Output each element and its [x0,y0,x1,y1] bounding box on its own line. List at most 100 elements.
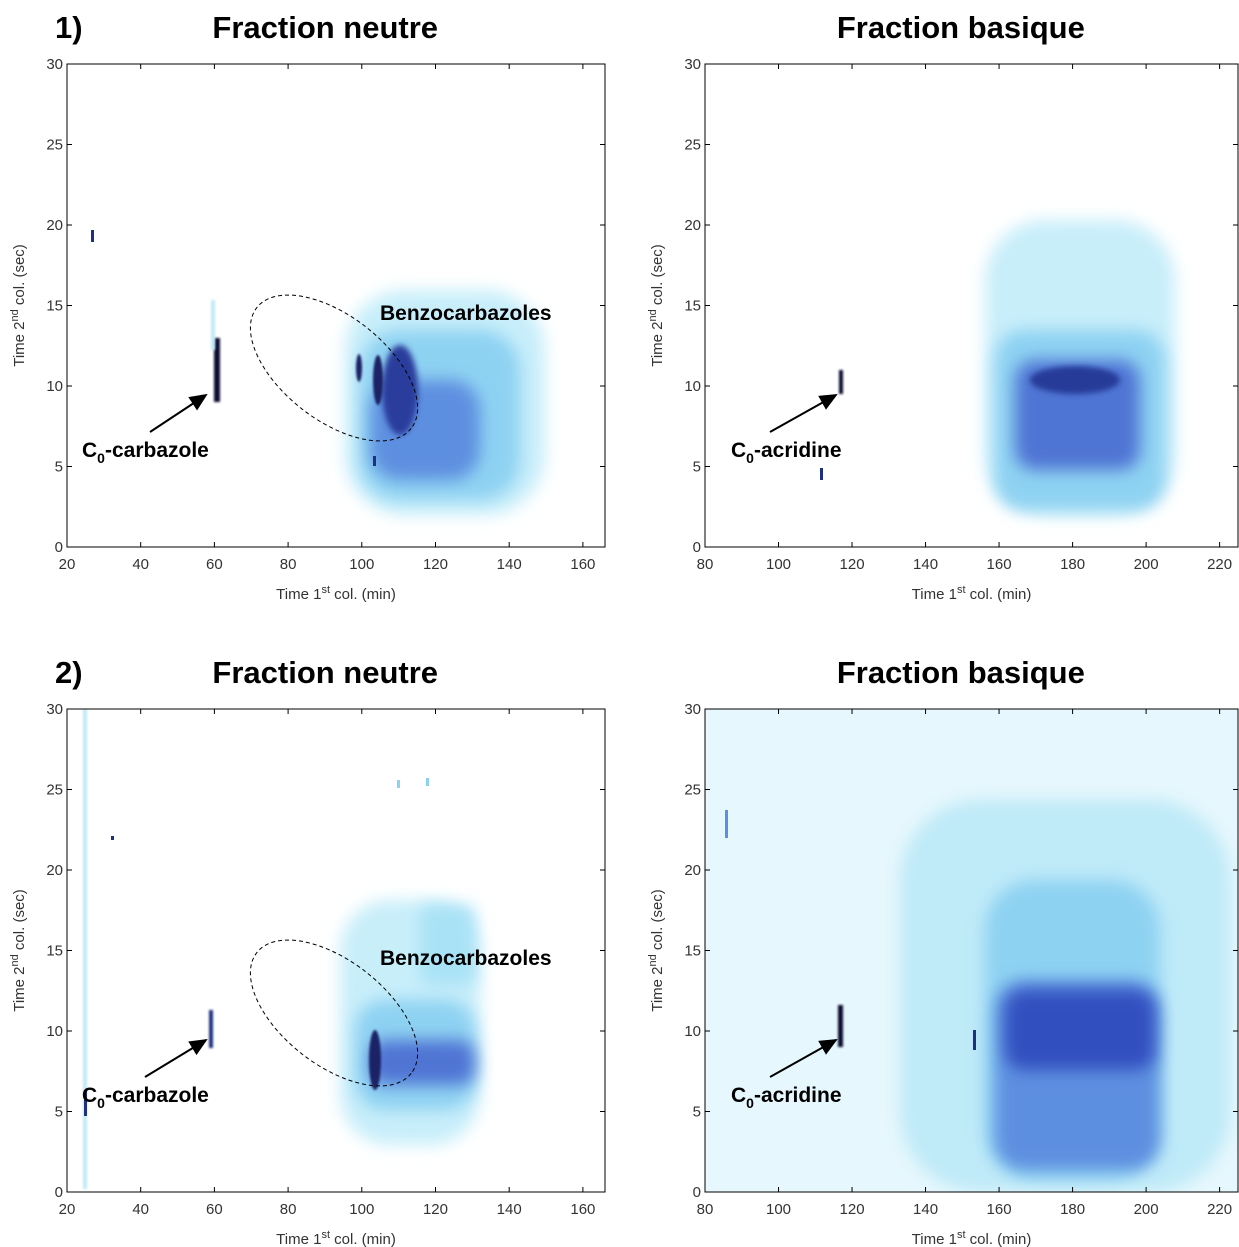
label-text: Time 1 [912,586,957,603]
label-text: Time 1 [912,1231,957,1247]
annotation-text: -carbazole [105,439,209,462]
y-tick-label: 20 [46,217,63,234]
highlight-ellipse [249,939,419,1087]
x-tick-label: 160 [987,556,1012,573]
label-superscript: nd [9,954,21,966]
label-text: col. (sec) [11,244,28,309]
y-tick-label: 20 [684,862,701,879]
y-tick-label: 0 [55,1184,63,1201]
y-tick-label: 5 [55,459,63,476]
x-tick-label: 180 [1060,1201,1085,1218]
label-text: col. (min) [966,1231,1032,1247]
annotation: C0-acridine [731,439,842,466]
y-axis-label: Time 2nd col. (sec) [647,244,666,367]
annotation-subscript: 0 [97,450,105,466]
label-superscript: st [957,1229,966,1241]
y-tick-label: 20 [684,217,701,234]
annotation-text: -carbazole [105,1084,209,1107]
label-text: col. (sec) [11,889,28,954]
x-axis-label: Time 1st col. (min) [276,1229,396,1247]
label-text: col. (min) [966,586,1032,603]
annotation-subscript: 0 [746,1095,754,1111]
x-axis-label: Time 1st col. (min) [912,584,1032,603]
y-tick-label: 30 [684,701,701,718]
label-text: Time 2 [649,966,666,1011]
label-text: Time 1 [276,586,321,603]
x-tick-label: 160 [987,1201,1012,1218]
y-tick-label: 25 [684,137,701,154]
annotation-text: C [82,1084,97,1107]
y-tick-label: 10 [46,1023,63,1040]
x-tick-label: 40 [132,556,149,573]
annotation: C0-carbazole [82,439,209,466]
y-axis-label: Time 2nd col. (sec) [9,889,28,1012]
x-tick-label: 220 [1207,1201,1232,1218]
x-tick-label: 140 [497,556,522,573]
annotation: C0-acridine [731,1084,842,1111]
x-tick-label: 60 [206,556,223,573]
y-tick-label: 30 [46,56,63,73]
x-tick-label: 140 [497,1201,522,1218]
x-tick-label: 160 [570,556,595,573]
label-text: Time 1 [276,1231,321,1247]
arrow [149,393,208,433]
annotation-text: -acridine [754,1084,842,1107]
x-tick-label: 120 [423,1201,448,1218]
x-tick-label: 160 [570,1201,595,1218]
x-tick-label: 100 [349,556,374,573]
y-axis-label: Time 2nd col. (sec) [9,244,28,367]
y-tick-label: 15 [684,943,701,960]
intensity-map [820,220,1175,515]
y-axis-label: Time 2nd col. (sec) [647,889,666,1012]
y-tick-label: 15 [46,298,63,315]
y-tick-label: 15 [684,298,701,315]
label-text: Time 2 [11,321,28,366]
panel-label: 2) [55,655,83,690]
label-text: Time 2 [649,321,666,366]
arrow [769,1039,838,1078]
y-tick-label: 5 [693,459,701,476]
x-tick-label: 120 [423,556,448,573]
y-tick-label: 20 [46,862,63,879]
panel-label: 1) [55,10,83,45]
annotation: Benzocarbazoles [380,947,552,970]
x-tick-label: 80 [280,556,297,573]
x-tick-label: 200 [1134,1201,1159,1218]
arrow [769,394,838,433]
label-superscript: st [321,584,330,596]
chart-title: Fraction neutre [212,655,438,690]
y-tick-label: 30 [46,701,63,718]
label-text: col. (min) [330,1231,396,1247]
label-text: col. (min) [330,586,396,603]
x-tick-label: 60 [206,1201,223,1218]
y-tick-label: 5 [55,1104,63,1121]
x-tick-label: 120 [840,556,865,573]
label-text: Time 2 [11,966,28,1011]
chart-title: Fraction neutre [212,10,438,45]
intensity-map [91,230,545,515]
annotation-text: Benzocarbazoles [380,302,552,325]
x-axis-label: Time 1st col. (min) [276,584,396,603]
x-tick-label: 120 [840,1201,865,1218]
annotation-subscript: 0 [746,450,754,466]
x-tick-label: 80 [280,1201,297,1218]
annotation: C0-carbazole [82,1084,209,1111]
x-tick-label: 80 [697,1201,714,1218]
x-tick-label: 180 [1060,556,1085,573]
x-tick-label: 200 [1134,556,1159,573]
x-tick-label: 220 [1207,556,1232,573]
y-tick-label: 25 [46,782,63,799]
x-tick-label: 100 [766,556,791,573]
x-tick-label: 20 [59,1201,76,1218]
y-tick-label: 10 [684,378,701,395]
y-tick-label: 10 [46,378,63,395]
annotation-text: -acridine [754,439,842,462]
x-tick-label: 20 [59,556,76,573]
label-superscript: nd [9,309,21,321]
intensity-map [83,709,480,1189]
x-axis-label: Time 1st col. (min) [912,1229,1032,1247]
annotation-text: Benzocarbazoles [380,947,552,970]
annotation: Benzocarbazoles [380,302,552,325]
annotation-text: C [731,1084,746,1107]
